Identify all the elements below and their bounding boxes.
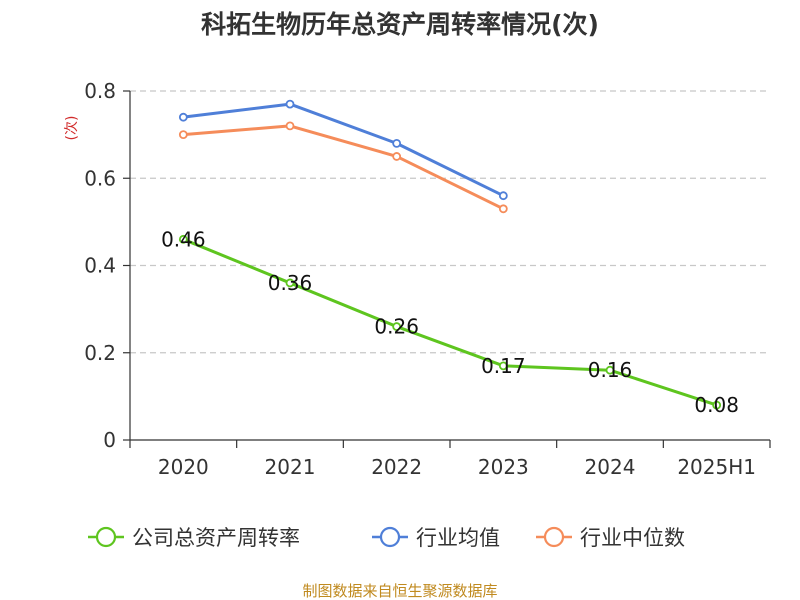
y-tick-label: 0.8 [84,79,116,103]
y-tick-label: 0.2 [84,341,116,365]
source-note: 制图数据来自恒生聚源数据库 [302,582,497,600]
x-tick-label: 2022 [371,455,422,479]
data-point [498,204,508,214]
y-tick-label: 0.6 [84,166,116,190]
x-tick-label: 2021 [265,455,316,479]
data-point [285,278,295,288]
x-tick-label: 2024 [585,455,636,479]
data-point [178,130,188,140]
legend: 公司总资产周转率 行业均值 行业中位数 [88,526,685,550]
data-point [392,152,402,161]
legend-swatch-marker [95,526,117,548]
series-layer [178,99,722,410]
data-label: 0.16 [588,358,633,382]
data-point [285,121,295,131]
data-point [178,234,188,244]
data-label: 0.26 [374,315,419,339]
data-point [178,112,188,122]
series-line [182,237,718,407]
legend-item[interactable]: 公司总资产周转率 [88,526,300,550]
axes: 0 0.2 0.4 0.6 0.8 2020 2021 2022 2023 2024 2025H1 [84,79,771,479]
y-tick-label: 0 [103,428,116,452]
data-point [392,322,402,331]
legend-item[interactable]: 行业中位数 [536,526,685,550]
y-tick-label: 0.4 [84,254,116,278]
grid [130,90,770,354]
x-tick-label: 2023 [478,455,529,479]
legend-label: 公司总资产周转率 [132,526,300,550]
chart-title: 科拓生物历年总资产周转率情况(次) [201,10,599,39]
data-label: 0.36 [268,271,313,295]
legend-item[interactable]: 行业均值 [372,526,500,550]
x-tick-label: 2020 [158,455,209,479]
series-line [183,102,504,198]
data-point [498,191,508,201]
legend-swatch-marker [543,526,565,548]
series-line [183,124,504,211]
y-axis-label: (次) [64,116,80,141]
x-tick-label: 2025H1 [677,455,756,479]
data-point [712,400,722,410]
data-label: 0.17 [481,354,526,378]
data-point [285,99,295,109]
data-point [498,361,508,371]
data-point [392,138,402,148]
legend-swatch-marker [379,526,401,548]
data-label: 0.08 [694,393,739,417]
data-label: 0.46 [161,227,206,251]
legend-label: 行业中位数 [580,526,685,550]
data-labels: 0.46 0.36 0.26 0.17 0.16 0.08 [161,227,739,417]
legend-label: 行业均值 [416,526,500,550]
data-point [605,365,615,375]
